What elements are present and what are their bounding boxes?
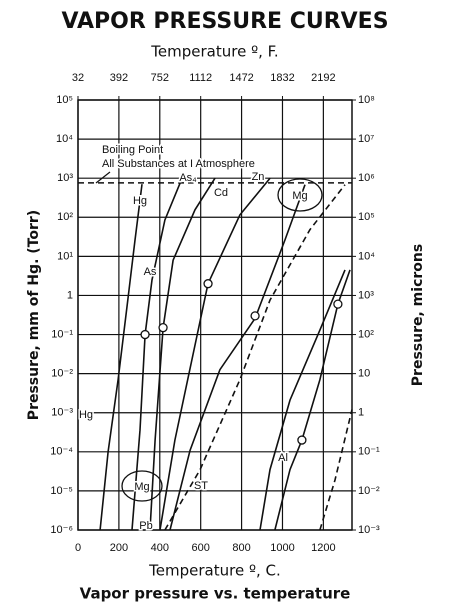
- y-tick-label: 10¹: [57, 250, 73, 262]
- annotation: Mg: [134, 481, 149, 493]
- annotation: Boiling Point: [102, 144, 163, 156]
- y-tick-label: 10⁻⁵: [50, 485, 73, 497]
- y2-tick-label: 10⁸: [358, 94, 375, 106]
- annotation: All Substances at I Atmosphere: [102, 158, 255, 170]
- y-tick-label: 10⁻⁴: [50, 446, 73, 458]
- x2-tick-label: 1472: [229, 72, 253, 84]
- curve: [131, 177, 183, 531]
- curve-marker: [333, 299, 343, 309]
- y2-tick-label: 10⁴: [358, 250, 375, 262]
- arrow: [95, 171, 111, 184]
- curve: [99, 184, 143, 531]
- annotation: ST: [194, 480, 208, 492]
- x2-axis-title: Temperature º, F.: [150, 43, 278, 61]
- x2-tick-label: 1112: [189, 72, 212, 84]
- y2-tick-label: 10⁷: [358, 133, 374, 145]
- y2-tick-label: 10²: [358, 328, 374, 340]
- annotation: Hg: [79, 409, 93, 421]
- x-tick-label: 1200: [311, 542, 335, 554]
- annotation: Hg: [133, 195, 147, 207]
- curve-marker: [250, 311, 260, 321]
- annotation: Al: [278, 452, 288, 464]
- curve-marker: [140, 329, 150, 340]
- y-axis-title: Pressure, mm of Hg. (Torr): [26, 210, 42, 420]
- curve-marker: [297, 435, 307, 445]
- annotation: Pb: [139, 520, 152, 532]
- y-tick-label: 10⁵: [56, 94, 73, 106]
- x2-tick-label: 2192: [311, 72, 335, 84]
- y2-tick-label: 10³: [358, 289, 374, 301]
- y-tick-label: 10⁻³: [51, 407, 73, 419]
- y2-tick-label: 10⁻²: [358, 485, 380, 497]
- annotation: As₄: [179, 172, 197, 184]
- chart-title: VAPOR PRESSURE CURVES: [61, 9, 388, 34]
- curve-marker: [158, 323, 168, 333]
- curve: [319, 409, 353, 531]
- annotation: Mg: [292, 190, 307, 202]
- x2-tick-label: 392: [110, 72, 128, 84]
- x-tick-label: 1000: [270, 542, 294, 554]
- annotation: As: [144, 266, 157, 278]
- annotation: Cd: [214, 187, 228, 199]
- x-tick-label: 600: [192, 542, 210, 554]
- y2-tick-label: 10⁻¹: [358, 446, 380, 458]
- y-tick-label: 10⁴: [56, 133, 73, 145]
- y2-tick-label: 10⁵: [358, 211, 375, 223]
- y-tick-label: 1: [67, 289, 73, 301]
- curve: [259, 269, 346, 531]
- x-tick-label: 400: [151, 542, 169, 554]
- y-tick-label: 10²: [57, 211, 73, 223]
- x-tick-label: 0: [75, 542, 81, 554]
- x2-tick-label: 32: [72, 72, 84, 84]
- x-axis-title: Temperature º, C.: [148, 562, 281, 580]
- y2-axis-title: Pressure, microns: [410, 244, 426, 386]
- y2-tick-label: 10⁻³: [358, 524, 380, 536]
- x-tick-label: 200: [110, 542, 128, 554]
- x-tick-label: 800: [232, 542, 250, 554]
- y2-tick-label: 10: [358, 368, 370, 380]
- y-tick-label: 10³: [57, 172, 73, 184]
- annotation: Zn: [252, 171, 265, 183]
- y-tick-label: 10⁻²: [51, 368, 73, 380]
- x2-tick-label: 752: [151, 72, 169, 84]
- x2-tick-label: 1832: [270, 72, 294, 84]
- highlight-ellipse: [121, 470, 163, 502]
- curve: [149, 177, 216, 531]
- highlight-ellipse: [277, 178, 323, 212]
- y-tick-label: 10⁻⁶: [50, 524, 73, 536]
- curve-marker: [203, 279, 213, 289]
- curve: [274, 269, 351, 531]
- y2-tick-label: 10⁶: [358, 172, 375, 184]
- curve: [159, 177, 271, 531]
- caption: Vapor pressure vs. temperature: [80, 585, 351, 603]
- y2-tick-label: 1: [358, 407, 364, 419]
- curve: [164, 184, 346, 531]
- y-tick-label: 10⁻¹: [51, 328, 73, 340]
- curve: [169, 184, 306, 531]
